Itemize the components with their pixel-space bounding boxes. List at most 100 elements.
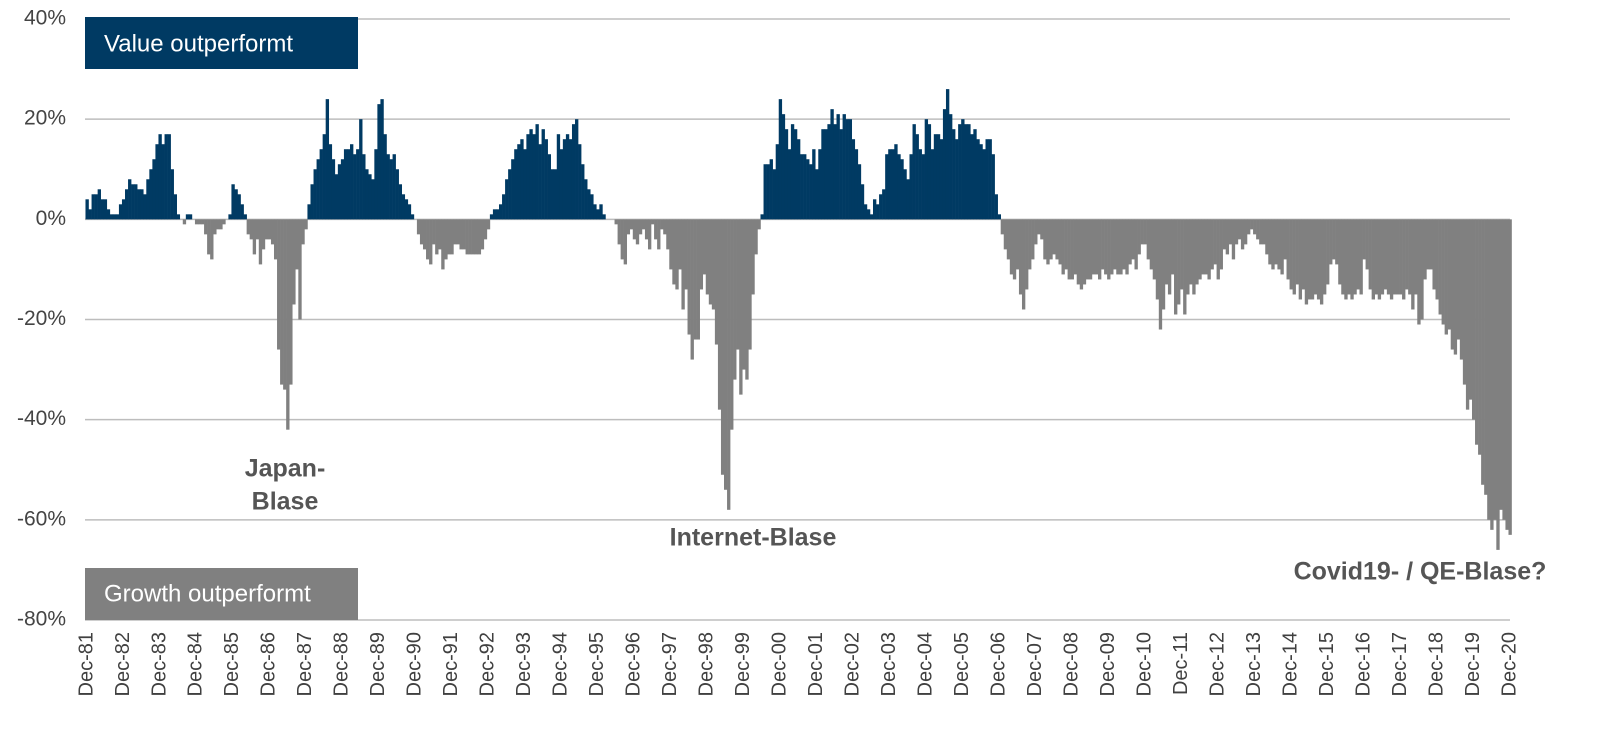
bar bbox=[842, 114, 846, 220]
bar bbox=[1049, 219, 1053, 260]
bar bbox=[258, 219, 263, 265]
bar bbox=[751, 219, 755, 295]
bar bbox=[410, 214, 415, 220]
bar bbox=[617, 219, 621, 245]
bar bbox=[669, 219, 673, 270]
bar bbox=[806, 159, 810, 220]
bar bbox=[1021, 219, 1026, 310]
x-tick-label: Dec-97 bbox=[659, 632, 681, 696]
bar bbox=[307, 204, 311, 220]
bar bbox=[930, 149, 935, 220]
bar bbox=[1307, 219, 1312, 300]
bar bbox=[1064, 219, 1068, 270]
bar bbox=[1177, 219, 1181, 305]
bar bbox=[1304, 219, 1309, 305]
bar bbox=[249, 219, 254, 240]
bar bbox=[903, 169, 907, 220]
bar bbox=[1091, 219, 1096, 275]
bar bbox=[1365, 219, 1369, 270]
bar bbox=[474, 219, 479, 255]
bar bbox=[526, 134, 530, 220]
bar bbox=[717, 219, 722, 410]
bar bbox=[489, 214, 494, 220]
bar bbox=[565, 134, 570, 220]
bar bbox=[897, 154, 901, 220]
bar bbox=[945, 89, 950, 220]
bar bbox=[161, 144, 165, 220]
bar bbox=[91, 194, 95, 220]
bar bbox=[553, 169, 558, 220]
bar bbox=[635, 219, 640, 245]
x-tick-label: Dec-17 bbox=[1389, 632, 1411, 696]
bar bbox=[243, 214, 247, 220]
bar bbox=[1411, 219, 1415, 310]
bar bbox=[699, 219, 704, 290]
bar bbox=[833, 124, 837, 220]
bar bbox=[426, 219, 430, 260]
bar bbox=[1389, 219, 1394, 300]
bar bbox=[973, 129, 977, 220]
bar bbox=[1371, 219, 1375, 300]
bar bbox=[766, 164, 770, 220]
bar bbox=[1246, 219, 1251, 235]
bar bbox=[106, 209, 111, 220]
bar bbox=[815, 169, 819, 220]
bar bbox=[1006, 219, 1011, 260]
x-tick-label: Dec-85 bbox=[221, 632, 243, 696]
bar bbox=[438, 219, 442, 250]
bar bbox=[252, 219, 257, 255]
bar bbox=[872, 199, 877, 220]
bar bbox=[459, 219, 463, 250]
bar bbox=[991, 154, 995, 220]
bar bbox=[362, 154, 366, 220]
bar bbox=[210, 219, 214, 260]
bar bbox=[1444, 219, 1448, 335]
bar bbox=[471, 219, 475, 255]
bar bbox=[356, 149, 360, 220]
bar bbox=[1122, 219, 1126, 270]
bar bbox=[1368, 219, 1372, 290]
bar bbox=[757, 219, 761, 230]
bar bbox=[301, 219, 305, 245]
bar bbox=[1110, 219, 1114, 275]
bar bbox=[924, 119, 929, 220]
bar bbox=[398, 184, 403, 220]
bar bbox=[1414, 219, 1418, 295]
bar bbox=[763, 164, 767, 220]
bar bbox=[1104, 219, 1108, 275]
bar bbox=[146, 179, 150, 220]
bar bbox=[1332, 219, 1336, 260]
bar bbox=[860, 184, 865, 220]
bar bbox=[283, 219, 287, 390]
bar bbox=[614, 219, 618, 225]
bar bbox=[465, 219, 469, 255]
bar bbox=[1034, 219, 1038, 245]
bar bbox=[167, 134, 171, 220]
bar bbox=[128, 179, 132, 220]
bar bbox=[590, 194, 594, 220]
bar bbox=[1399, 219, 1403, 295]
bar bbox=[231, 184, 235, 220]
bar bbox=[641, 219, 646, 230]
bar bbox=[310, 184, 314, 220]
bar bbox=[435, 219, 439, 255]
bar bbox=[949, 114, 953, 220]
bar bbox=[1420, 219, 1424, 320]
x-tick-label: Dec-87 bbox=[294, 632, 316, 696]
bar bbox=[1271, 219, 1275, 270]
bar bbox=[1067, 219, 1071, 280]
bar bbox=[714, 219, 719, 345]
bar bbox=[800, 154, 804, 220]
bar bbox=[952, 129, 956, 220]
bar bbox=[264, 219, 269, 240]
y-tick-label: -80% bbox=[17, 608, 66, 631]
bar bbox=[502, 194, 506, 220]
bar bbox=[687, 219, 691, 335]
bar bbox=[1505, 219, 1509, 530]
x-tick-label: Dec-00 bbox=[769, 632, 791, 696]
bar bbox=[340, 159, 345, 220]
bar bbox=[1471, 219, 1476, 420]
bar bbox=[115, 214, 120, 220]
bar bbox=[1508, 219, 1512, 535]
bar bbox=[1237, 219, 1242, 240]
